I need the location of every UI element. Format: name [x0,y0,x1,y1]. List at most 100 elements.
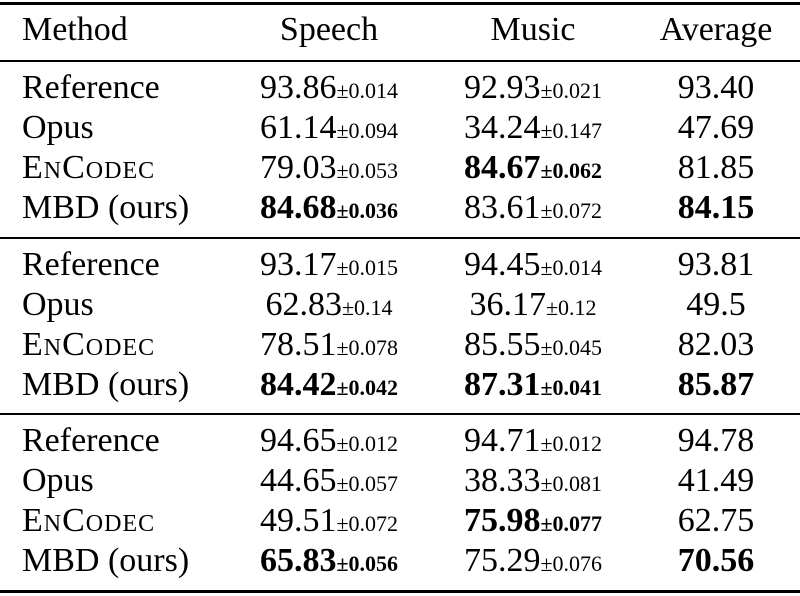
average-value: 41.49 [677,462,755,499]
speech-cell: 79.03±0.053 [260,148,398,191]
method-cell: Reference [22,422,160,459]
speech-std: ±0.056 [336,551,399,576]
method-cell: Opus [22,109,94,146]
music-cell: 94.45±0.014 [464,245,602,288]
average-cell: 82.03 [678,325,755,365]
speech-value: 93.17 [259,246,337,283]
average-cell: 93.81 [678,245,755,285]
music-cell: 38.33±0.081 [464,461,602,504]
music-std: ±0.021 [540,78,603,103]
average-value: 94.78 [677,422,755,459]
speech-cell: 94.65±0.012 [260,421,398,464]
bottom-rule [0,590,800,593]
music-value: 84.67 [463,149,541,186]
average-cell: 70.56 [678,541,755,581]
speech-cell: 62.83±0.14 [265,285,392,328]
music-cell: 75.98±0.077 [464,501,602,544]
music-value: 38.33 [463,462,541,499]
average-value: 84.15 [677,189,755,226]
average-cell: 85.87 [678,365,755,405]
speech-value: 84.42 [259,366,337,403]
speech-cell: 44.65±0.057 [260,461,398,504]
speech-std: ±0.042 [336,375,399,400]
music-value: 94.45 [463,246,541,283]
speech-std: ±0.036 [336,198,399,223]
music-value: 36.17 [469,286,546,323]
speech-cell: 93.17±0.015 [260,245,398,288]
header-average: Average [659,11,773,48]
table-row: EnCodec 78.51±0.078 85.55±0.045 82.03 [0,325,800,365]
method-cell: Opus [22,462,94,499]
method-cell: Opus [22,286,94,323]
music-cell: 87.31±0.041 [464,365,602,408]
music-value: 75.98 [463,502,541,539]
table-row: Opus 62.83±0.14 36.17±0.12 49.5 [0,285,800,325]
speech-value: 62.83 [265,286,342,323]
music-std: ±0.072 [540,198,603,223]
speech-std: ±0.072 [336,511,399,536]
music-value: 92.93 [463,69,541,106]
table-row: MBD (ours) 65.83±0.056 75.29±0.076 70.56 [0,541,800,581]
table-row: EnCodec 49.51±0.072 75.98±0.077 62.75 [0,501,800,541]
music-cell: 85.55±0.045 [464,325,602,368]
music-std: ±0.12 [545,295,597,320]
speech-value: 84.68 [259,189,337,226]
speech-std: ±0.078 [336,335,399,360]
average-cell: 49.5 [686,285,746,325]
method-cell: EnCodec [22,501,155,541]
average-value: 62.75 [677,502,755,539]
speech-cell: 49.51±0.072 [260,501,398,544]
music-std: ±0.045 [540,335,603,360]
method-cell: Reference [22,69,160,106]
music-std: ±0.012 [540,431,603,456]
method-name: EnCodec [22,502,156,539]
table-row: Opus 61.14±0.094 34.24±0.147 47.69 [0,108,800,148]
header-method: Method [22,11,128,48]
speech-value: 49.51 [259,502,337,539]
average-value: 81.85 [677,149,755,186]
speech-std: ±0.053 [336,158,399,183]
music-std: ±0.062 [540,158,603,183]
music-value: 85.55 [463,326,541,363]
speech-value: 93.86 [259,69,337,106]
table-row: MBD (ours) 84.42±0.042 87.31±0.041 85.87 [0,365,800,405]
average-value: 85.87 [677,366,755,403]
speech-cell: 61.14±0.094 [260,108,398,151]
method-cell: MBD (ours) [22,189,190,226]
speech-value: 79.03 [259,149,337,186]
music-std: ±0.077 [540,511,603,536]
speech-std: ±0.057 [336,471,399,496]
average-value: 82.03 [677,326,755,363]
average-value: 49.5 [686,286,746,323]
music-std: ±0.041 [540,375,603,400]
table-row: Opus 44.65±0.057 38.33±0.081 41.49 [0,461,800,501]
average-cell: 94.78 [678,421,755,461]
music-value: 75.29 [463,542,541,579]
speech-value: 94.65 [259,422,337,459]
average-cell: 47.69 [678,108,755,148]
average-value: 47.69 [677,109,755,146]
music-cell: 94.71±0.012 [464,421,602,464]
table-row: Reference 93.86±0.014 92.93±0.021 93.40 [0,68,800,108]
music-cell: 83.61±0.072 [464,188,602,231]
top-rule [0,2,800,5]
method-cell: EnCodec [22,325,155,365]
speech-cell: 93.86±0.014 [260,68,398,111]
header-music: Music [490,11,576,48]
speech-std: ±0.012 [336,431,399,456]
speech-value: 44.65 [259,462,337,499]
music-cell: 34.24±0.147 [464,108,602,151]
speech-value: 61.14 [259,109,337,146]
average-cell: 93.40 [678,68,755,108]
average-value: 93.81 [677,246,755,283]
average-cell: 62.75 [678,501,755,541]
music-std: ±0.147 [540,118,603,143]
group-rule [0,237,800,239]
table-row: Reference 94.65±0.012 94.71±0.012 94.78 [0,421,800,461]
music-cell: 92.93±0.021 [464,68,602,111]
speech-cell: 78.51±0.078 [260,325,398,368]
method-cell: Reference [22,246,160,283]
music-value: 87.31 [463,366,541,403]
music-std: ±0.014 [540,255,603,280]
speech-value: 78.51 [259,326,337,363]
